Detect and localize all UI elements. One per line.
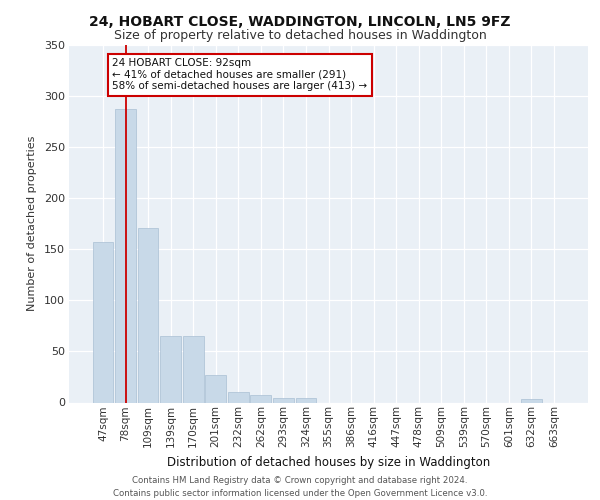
Text: Size of property relative to detached houses in Waddington: Size of property relative to detached ho…	[113, 28, 487, 42]
Text: 24, HOBART CLOSE, WADDINGTON, LINCOLN, LN5 9FZ: 24, HOBART CLOSE, WADDINGTON, LINCOLN, L…	[89, 15, 511, 29]
Bar	[296, 398, 316, 402]
Bar	[183, 336, 203, 402]
Bar	[137, 228, 158, 402]
Bar	[92, 242, 113, 402]
Bar	[250, 396, 271, 402]
Bar	[273, 398, 294, 402]
Bar	[115, 110, 136, 403]
Text: 24 HOBART CLOSE: 92sqm
← 41% of detached houses are smaller (291)
58% of semi-de: 24 HOBART CLOSE: 92sqm ← 41% of detached…	[112, 58, 368, 92]
Text: Contains HM Land Registry data © Crown copyright and database right 2024.
Contai: Contains HM Land Registry data © Crown c…	[113, 476, 487, 498]
Bar	[228, 392, 248, 402]
X-axis label: Distribution of detached houses by size in Waddington: Distribution of detached houses by size …	[167, 456, 490, 468]
Bar	[205, 375, 226, 402]
Bar	[160, 336, 181, 402]
Y-axis label: Number of detached properties: Number of detached properties	[27, 136, 37, 312]
Bar	[521, 400, 542, 402]
